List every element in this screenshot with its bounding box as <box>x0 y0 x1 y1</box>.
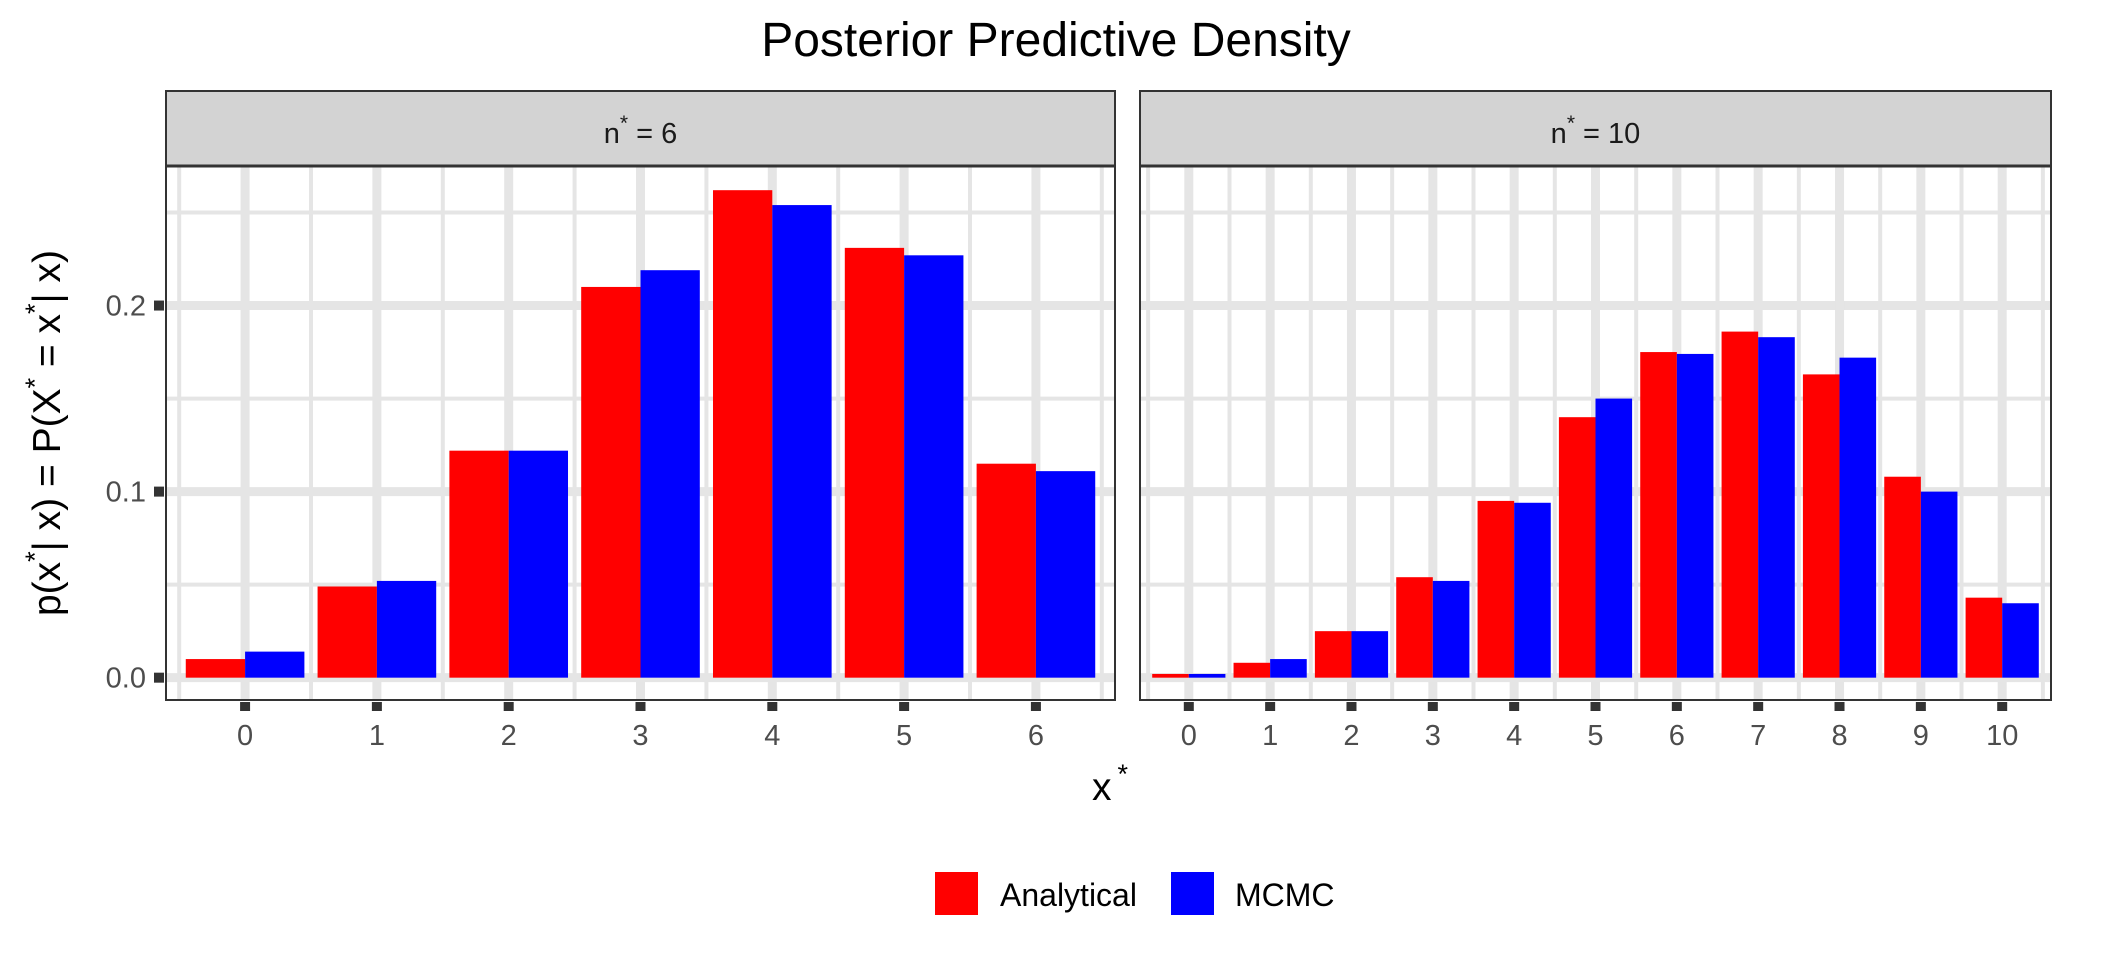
bar-mcmc-3 <box>1432 580 1470 678</box>
x-tick <box>240 702 251 711</box>
x-tick <box>1753 702 1764 711</box>
bar-analytical-10 <box>1965 597 2003 678</box>
y-tick-label: 0.1 <box>106 477 146 509</box>
x-tick <box>899 702 910 711</box>
panel-1: n* = 6 0 1 2 3 4 5 6 0.0 0.1 0.2 <box>106 90 1116 752</box>
bar-mcmc-9 <box>1920 491 1958 678</box>
bar-analytical-8 <box>1802 374 1840 678</box>
x-tick <box>1183 702 1194 711</box>
bar-mcmc-0 <box>1188 673 1226 678</box>
legend-item-mcmc: MCMC <box>1171 872 1335 915</box>
y-tick <box>154 672 164 683</box>
bar-analytical-6 <box>976 463 1036 678</box>
x-tick <box>1915 702 1926 711</box>
legend: Analytical MCMC <box>935 872 1335 915</box>
bar-mcmc-5 <box>1595 398 1633 678</box>
y-tick-label: 0.0 <box>106 663 146 695</box>
x-tick-label: 10 <box>1986 720 2018 752</box>
bar-analytical-0 <box>185 659 246 678</box>
x-tick-label: 3 <box>632 720 648 752</box>
bar-analytical-4 <box>712 190 773 678</box>
legend-key-mcmc <box>1171 872 1214 915</box>
x-tick <box>1590 702 1601 711</box>
panels: n* = 6 0 1 2 3 4 5 6 0.0 0.1 0.2 n* = 10 0 1 2 3 4 5 6 7 8 9 1… <box>106 90 2052 752</box>
bar-analytical-6 <box>1640 352 1677 678</box>
y-tick <box>154 300 164 311</box>
x-tick <box>371 702 382 711</box>
legend-label: MCMC <box>1235 877 1335 913</box>
x-tick-label: 0 <box>237 720 253 752</box>
x-tick <box>1427 702 1438 711</box>
bar-mcmc-10 <box>2002 603 2039 678</box>
x-tick-label: 5 <box>1587 720 1603 752</box>
bar-analytical-4 <box>1477 500 1515 678</box>
bar-mcmc-6 <box>1676 353 1714 678</box>
legend-key-analytical <box>935 872 978 915</box>
bar-analytical-0 <box>1152 673 1189 678</box>
bar-mcmc-6 <box>1035 471 1096 678</box>
x-tick-label: 4 <box>1506 720 1522 752</box>
x-tick-label: 7 <box>1750 720 1766 752</box>
y-axis-title: p(x*| x) = P(X* = x*| x) <box>20 250 69 616</box>
bar-analytical-9 <box>1884 476 1921 678</box>
bar-mcmc-2 <box>1351 631 1389 678</box>
x-tick-label: 6 <box>1669 720 1685 752</box>
bar-analytical-2 <box>1314 631 1352 678</box>
strip-background <box>165 90 1116 167</box>
bar-analytical-3 <box>1396 577 1433 678</box>
bar-mcmc-1 <box>376 580 437 678</box>
x-tick-label: 1 <box>369 720 385 752</box>
bar-mcmc-1 <box>1270 659 1307 678</box>
bar-mcmc-7 <box>1758 337 1795 678</box>
chart-title: Posterior Predictive Density <box>761 14 1351 67</box>
bar-mcmc-8 <box>1839 357 1877 678</box>
x-tick <box>1509 702 1520 711</box>
strip-label: n* = 6 <box>604 112 678 150</box>
x-tick <box>1346 702 1357 711</box>
bar-mcmc-0 <box>245 651 305 678</box>
bar-analytical-1 <box>1233 662 1271 678</box>
x-tick-label: 1 <box>1262 720 1278 752</box>
x-tick-label: 8 <box>1831 720 1847 752</box>
x-tick-label: 0 <box>1181 720 1197 752</box>
bar-analytical-7 <box>1721 331 1759 678</box>
x-tick-label: 6 <box>1028 720 1044 752</box>
x-tick <box>1265 702 1276 711</box>
x-tick-label: 5 <box>896 720 912 752</box>
bar-mcmc-4 <box>1514 502 1551 678</box>
x-tick <box>1997 702 2008 711</box>
x-tick-label: 2 <box>1343 720 1359 752</box>
x-axis-title: x * <box>1092 759 1129 809</box>
x-tick-label: 4 <box>764 720 780 752</box>
bar-analytical-5 <box>1558 417 1596 678</box>
bar-analytical-2 <box>449 450 509 678</box>
y-tick-label: 0.2 <box>106 291 146 323</box>
bar-analytical-5 <box>844 247 905 678</box>
x-tick <box>1671 702 1682 711</box>
x-tick-label: 2 <box>501 720 517 752</box>
x-tick-label: 3 <box>1425 720 1441 752</box>
x-tick <box>1834 702 1845 711</box>
panel-2: n* = 10 0 1 2 3 4 5 6 7 8 9 10 <box>1139 90 2052 752</box>
x-tick <box>503 702 514 711</box>
y-tick <box>154 486 164 497</box>
bar-analytical-3 <box>581 286 641 678</box>
bar-mcmc-5 <box>904 255 964 678</box>
x-tick <box>635 702 646 711</box>
bar-analytical-1 <box>317 586 377 678</box>
strip-label: n* = 10 <box>1551 112 1641 150</box>
x-tick <box>767 702 778 711</box>
x-tick <box>1030 702 1041 711</box>
bar-mcmc-3 <box>640 270 700 678</box>
x-tick-label: 9 <box>1913 720 1929 752</box>
bar-mcmc-2 <box>508 450 569 678</box>
bar-mcmc-4 <box>772 205 832 678</box>
legend-item-analytical: Analytical <box>935 872 1137 915</box>
legend-label: Analytical <box>1000 877 1137 913</box>
